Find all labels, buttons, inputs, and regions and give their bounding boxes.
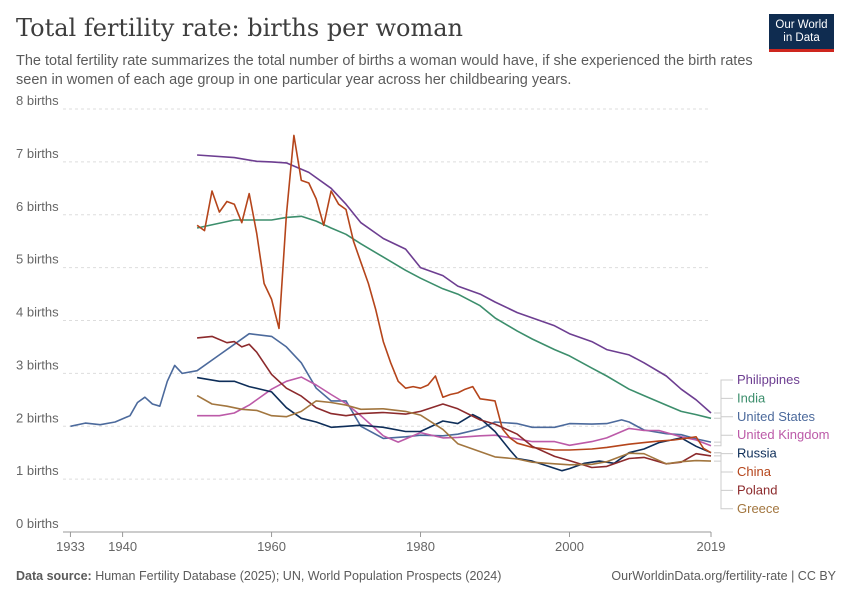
y-tick-label: 0 births: [16, 516, 59, 531]
legend-label-united-kingdom[interactable]: United Kingdom: [737, 427, 830, 442]
legend-label-poland[interactable]: Poland: [737, 482, 777, 497]
x-tick-label: 1940: [108, 539, 137, 554]
legend-connector: [714, 460, 733, 510]
series-lines: [70, 134, 712, 472]
legend-label-india[interactable]: India: [737, 390, 766, 405]
data-source-label: Data source:: [16, 569, 92, 583]
legend-label-greece[interactable]: Greece: [737, 501, 780, 516]
data-source: Data source: Human Fertility Database (2…: [16, 569, 501, 583]
x-axis: 1933 1940 1960 1980 2000 2019: [56, 531, 726, 554]
y-tick-label: 3 births: [16, 357, 59, 372]
data-source-text: Human Fertility Database (2025); UN, Wor…: [91, 569, 502, 583]
y-tick-label: 4 births: [16, 305, 59, 320]
series-line-greece[interactable]: [196, 394, 712, 466]
y-tick-label: 8 births: [16, 93, 59, 108]
y-axis: 0 births 1 births 2 births 3 births 4 births…: [16, 93, 59, 531]
x-tick-label: 2000: [555, 539, 584, 554]
chart-subtitle: The total fertility rate summarizes the …: [16, 53, 753, 88]
legend-label-united-states[interactable]: United States: [737, 409, 816, 424]
legend-connector: [714, 416, 733, 443]
legend-label-russia[interactable]: Russia: [737, 446, 778, 461]
y-tick-label: 1 births: [16, 463, 59, 478]
owid-logo[interactable]: Our World in Data: [769, 14, 834, 52]
y-tick-label: 7 births: [16, 146, 59, 161]
x-tick-label: 1933: [56, 539, 85, 554]
logo-line-1: Our World: [775, 19, 828, 31]
legend-connector: [714, 397, 733, 419]
legend-label-philippines[interactable]: Philippines: [737, 372, 800, 387]
legend-label-china[interactable]: China: [737, 464, 772, 479]
series-line-united-kingdom[interactable]: [197, 376, 712, 447]
legend-connector: [714, 379, 733, 414]
series-line-united-states[interactable]: [70, 332, 712, 443]
legend-connector: [714, 434, 733, 447]
grid: [63, 108, 711, 480]
y-tick-label: 5 births: [16, 252, 59, 267]
series-line-philippines[interactable]: [197, 154, 712, 414]
legend: Philippines India United States United King…: [714, 372, 830, 516]
x-tick-label: 1960: [257, 539, 286, 554]
y-tick-label: 6 births: [16, 199, 59, 214]
series-line-poland[interactable]: [197, 335, 712, 469]
logo-line-2: in Data: [783, 32, 820, 44]
y-tick-label: 2 births: [16, 410, 59, 425]
chart-title: Total fertility rate: births per woman: [16, 14, 463, 42]
source-url[interactable]: OurWorldinData.org/fertility-rate | CC B…: [611, 569, 836, 583]
series-line-india[interactable]: [196, 215, 712, 420]
x-tick-label: 1980: [406, 539, 435, 554]
x-tick-label: 2019: [697, 539, 726, 554]
series-line-china[interactable]: [196, 134, 712, 454]
series-line-russia[interactable]: [196, 376, 712, 472]
